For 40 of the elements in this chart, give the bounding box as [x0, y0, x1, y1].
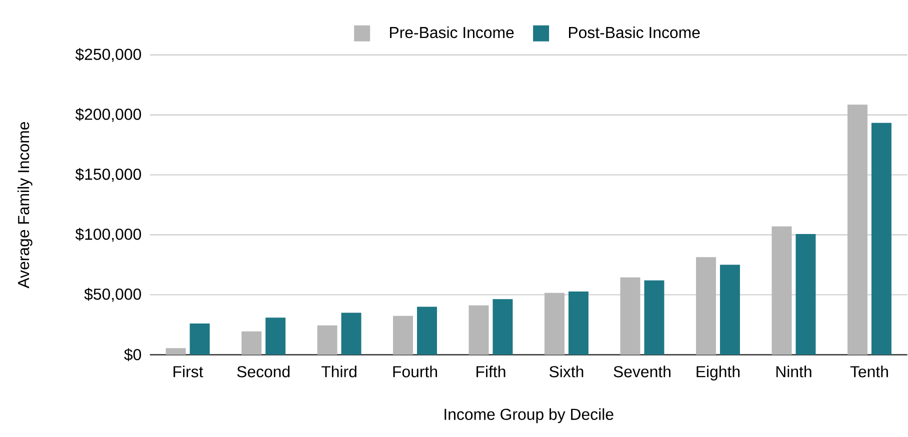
y-axis-title: Average Family Income: [18, 122, 32, 288]
bar: [696, 257, 716, 355]
bar: [341, 312, 362, 355]
bar: [796, 234, 816, 355]
y-tick-label: $250,000: [75, 48, 142, 62]
bar: [393, 316, 413, 355]
y-tick-label: $50,000: [84, 288, 142, 302]
bar: [772, 226, 792, 355]
x-tick-label: Ninth: [776, 366, 812, 378]
legend-label: Pre-Basic Income: [390, 26, 514, 38]
bar: [166, 348, 186, 355]
y-tick-label: $150,000: [75, 168, 142, 182]
bar: [468, 305, 489, 355]
x-tick-label: First: [174, 366, 204, 378]
x-tick-label: Fifth: [476, 366, 506, 378]
bar: [190, 324, 210, 355]
legend-label: Post-Basic Income: [569, 26, 700, 38]
bar: [242, 332, 262, 355]
x-tick-label: Third: [321, 366, 356, 378]
x-tick-label: Eighth: [696, 366, 740, 381]
bar: [416, 306, 437, 355]
bar: [568, 292, 588, 355]
y-tick-label: $0: [124, 348, 142, 362]
bar: [871, 122, 892, 355]
x-tick-label: Sixth: [550, 366, 584, 378]
bar: [644, 280, 664, 355]
x-tick-label: Fourth: [393, 366, 437, 378]
x-tick-label: Second: [237, 366, 290, 378]
y-tick-label: $200,000: [75, 108, 142, 122]
x-axis-title: Income Group by Decile: [444, 408, 614, 424]
bar: [492, 299, 513, 355]
bar: [266, 318, 286, 355]
x-tick-label: Tenth: [850, 366, 888, 378]
y-tick-label: $100,000: [75, 228, 142, 242]
bar: [620, 278, 640, 355]
bar: [847, 104, 868, 355]
bar: [544, 293, 564, 355]
bar: [317, 326, 338, 355]
bar: [720, 264, 740, 355]
x-tick-label: Seventh: [614, 366, 670, 378]
